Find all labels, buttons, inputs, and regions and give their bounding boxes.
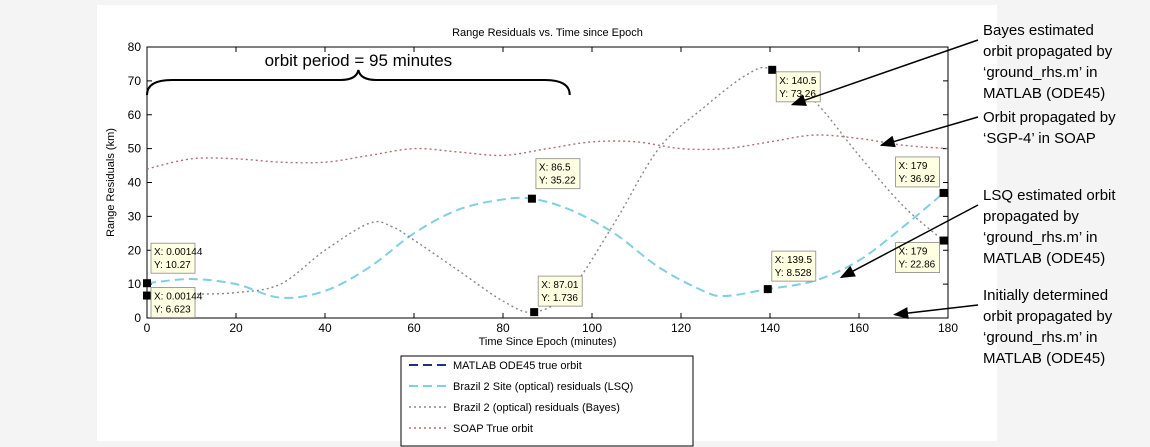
data-tip-y: Y: 6.623 <box>154 305 191 316</box>
x-tick-label: 80 <box>496 321 510 335</box>
y-tick-label: 40 <box>128 176 142 190</box>
chart-title: Range Residuals vs. Time since Epoch <box>452 27 643 39</box>
data-tip-box <box>150 242 196 274</box>
data-tip-box <box>895 242 940 273</box>
annotation-text: MATLAB (ODE45) <box>983 350 1105 367</box>
y-tick-label: 80 <box>128 40 142 54</box>
x-tick-label: 120 <box>671 321 691 335</box>
x-tick-label: 40 <box>318 321 332 335</box>
y-tick-label: 0 <box>134 311 141 325</box>
y-tick-label: 50 <box>128 142 142 156</box>
data-marker <box>939 236 948 245</box>
x-tick-label: 0 <box>144 321 151 335</box>
data-marker <box>527 194 536 203</box>
data-marker <box>939 188 948 197</box>
x-tick-label: 180 <box>938 321 958 335</box>
data-tip-x: X: 0.00144 <box>154 292 203 303</box>
data-tip-box <box>535 158 581 190</box>
data-marker <box>143 279 152 288</box>
annotation-text: orbit propagated by <box>983 43 1113 60</box>
annotation-arrow <box>879 116 979 148</box>
annotation-text: MATLAB (ODE45) <box>983 85 1105 102</box>
data-tip-x: X: 139.5 <box>775 255 813 266</box>
data-marker <box>768 65 777 74</box>
data-tip-x: X: 140.5 <box>779 76 817 87</box>
y-tick-label: 30 <box>128 209 142 223</box>
data-tip-y: Y: 8.528 <box>775 268 812 279</box>
x-tick-label: 140 <box>760 321 780 335</box>
annotation-arrow <box>893 304 979 320</box>
y-axis-label: Range Residuals (km) <box>105 128 117 237</box>
orbit-period-label: orbit period = 95 minutes <box>265 51 453 70</box>
annotation-arrow <box>839 204 979 279</box>
data-tip-y: Y: 22.86 <box>899 260 936 271</box>
data-tip-x: X: 87.01 <box>541 280 579 291</box>
annotation-arrow <box>790 39 979 106</box>
legend-entry: Brazil 2 (optical) residuals (Bayes) <box>453 402 620 414</box>
data-tip-y: Y: 36.92 <box>899 174 936 185</box>
legend-entry: Brazil 2 Site (optical) residuals (LSQ) <box>453 381 633 393</box>
y-tick-label: 10 <box>128 277 142 291</box>
data-tip-box <box>895 156 940 188</box>
legend-entry: MATLAB ODE45 true orbit <box>453 360 582 372</box>
x-tick-label: 60 <box>407 321 421 335</box>
data-tip-x: X: 179 <box>899 247 928 258</box>
data-marker <box>530 308 539 317</box>
data-tip-box <box>537 275 583 307</box>
annotation-text: MATLAB (ODE45) <box>983 250 1105 267</box>
annotation-text: ‘SGP-4’ in SOAP <box>983 130 1096 147</box>
data-tip-y: Y: 35.22 <box>539 176 576 187</box>
x-axis-label: Time Since Epoch (minutes) <box>479 336 617 348</box>
y-tick-label: 60 <box>128 108 142 122</box>
x-tick-label: 160 <box>849 321 869 335</box>
legend-entry: SOAP True orbit <box>453 423 533 435</box>
data-tip-box <box>150 287 196 318</box>
annotation-text: Bayes estimated <box>983 22 1094 39</box>
annotation-text: LSQ estimated orbit <box>983 187 1116 204</box>
data-tip-y: Y: 1.736 <box>541 293 578 304</box>
data-tip-y: Y: 73.26 <box>779 89 816 100</box>
data-marker <box>763 285 772 294</box>
data-tip-x: X: 0.00144 <box>154 247 203 258</box>
data-tip-box <box>771 250 817 282</box>
data-tip-x: X: 86.5 <box>539 163 571 174</box>
annotation-text: ‘ground_rhs.m’ in <box>983 64 1098 81</box>
data-tip-x: X: 179 <box>899 161 928 172</box>
legend-box <box>400 355 694 447</box>
y-tick-label: 70 <box>128 74 142 88</box>
annotation-text: Orbit propagated by <box>983 109 1116 126</box>
x-tick-label: 20 <box>229 321 243 335</box>
data-marker <box>143 291 152 300</box>
x-tick-label: 100 <box>582 321 602 335</box>
annotation-text: propagated by <box>983 208 1079 225</box>
y-tick-label: 20 <box>128 243 142 257</box>
annotation-text: orbit propagated by <box>983 308 1113 325</box>
annotation-text: Initially determined <box>983 287 1108 304</box>
orbit-period-brace <box>146 69 571 96</box>
annotation-text: ‘ground_rhs.m’ in <box>983 329 1098 346</box>
data-tip-y: Y: 10.27 <box>154 260 191 271</box>
series-line-2 <box>146 192 945 299</box>
annotation-text: ‘ground_rhs.m’ in <box>983 229 1098 246</box>
